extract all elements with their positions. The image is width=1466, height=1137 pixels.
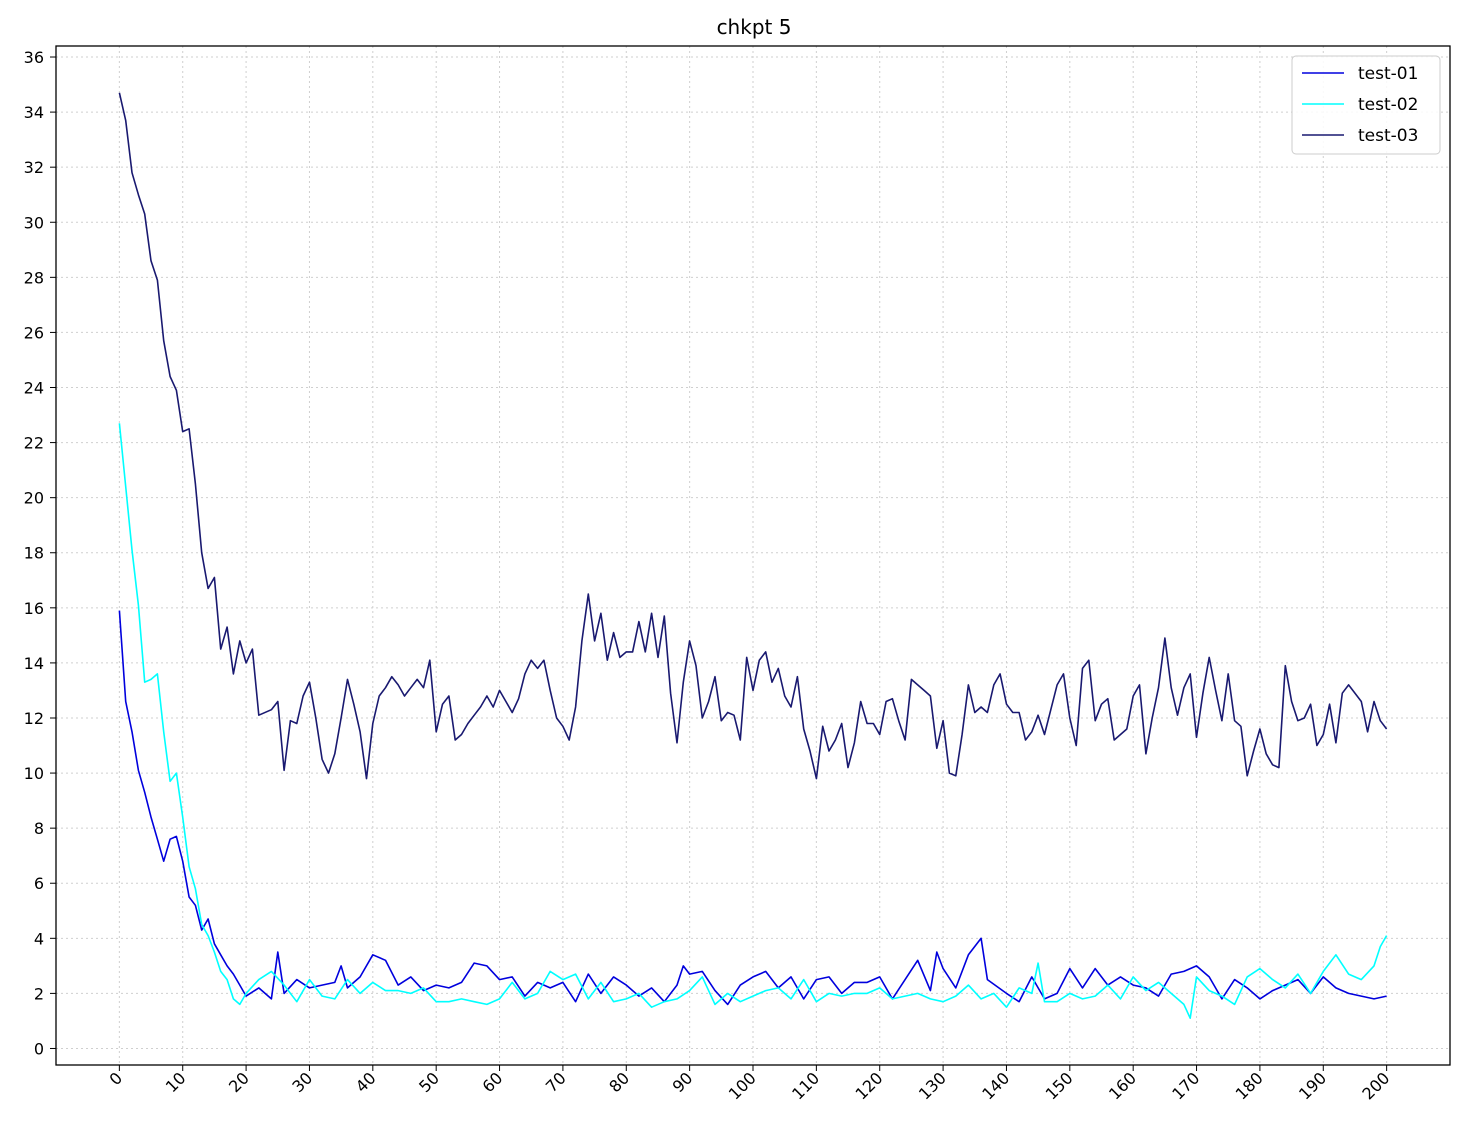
y-tick-label: 32 bbox=[24, 158, 44, 177]
legend-label-test-03: test-03 bbox=[1358, 126, 1418, 146]
series-line-test-02 bbox=[118, 423, 1388, 1020]
legend-label-test-02: test-02 bbox=[1358, 95, 1418, 115]
legend-label-test-01: test-01 bbox=[1358, 64, 1418, 84]
y-tick-label: 0 bbox=[34, 1039, 44, 1058]
series-line-test-03 bbox=[118, 92, 1388, 780]
y-tick-label: 20 bbox=[24, 489, 44, 508]
chart-title: chkpt 5 bbox=[717, 15, 792, 39]
legend: test-01 test-02 test-03 bbox=[1291, 55, 1441, 155]
y-tick-label: 30 bbox=[24, 213, 44, 232]
y-tick-label: 36 bbox=[24, 48, 44, 67]
y-tick-label: 26 bbox=[24, 323, 44, 342]
grid bbox=[56, 46, 1450, 1065]
y-tick-label: 24 bbox=[24, 379, 44, 398]
y-tick-label: 14 bbox=[24, 654, 44, 673]
y-tick-label: 34 bbox=[24, 103, 44, 122]
y-tick-label: 16 bbox=[24, 599, 44, 618]
y-tick-label: 22 bbox=[24, 434, 44, 453]
y-tick-label: 12 bbox=[24, 709, 44, 728]
y-tick-label: 18 bbox=[24, 544, 44, 563]
y-tick-label: 6 bbox=[34, 874, 44, 893]
y-tick-label: 8 bbox=[34, 819, 44, 838]
legend-box bbox=[1291, 55, 1441, 155]
series-line-test-01 bbox=[118, 610, 1387, 1006]
y-tick-label: 4 bbox=[34, 929, 44, 948]
y-tick-label: 10 bbox=[24, 764, 44, 783]
y-tick-label: 2 bbox=[34, 984, 44, 1003]
y-tick-label: 28 bbox=[24, 268, 44, 287]
series-lines bbox=[118, 92, 1388, 1020]
